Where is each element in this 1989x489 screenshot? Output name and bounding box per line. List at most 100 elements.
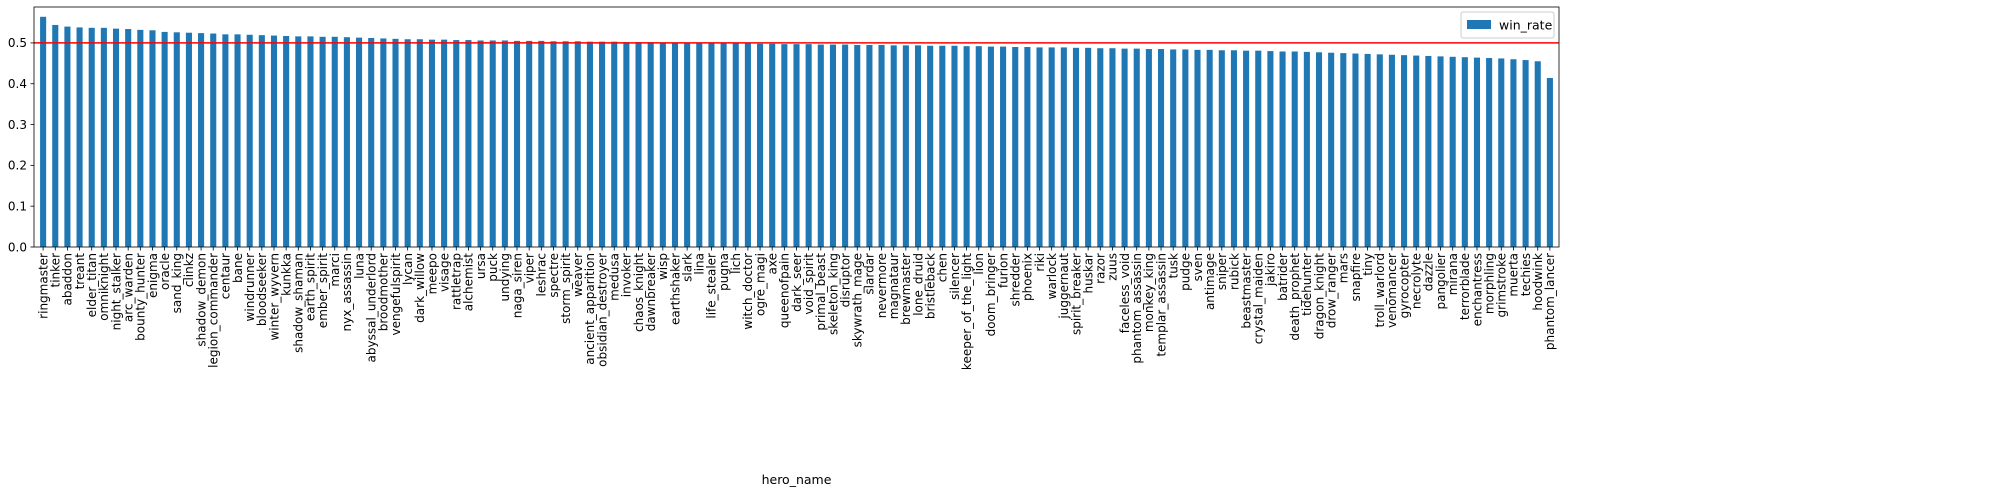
bar	[1230, 50, 1237, 247]
x-tick-label: templar_assassin	[1154, 253, 1168, 357]
bar	[1000, 46, 1007, 248]
x-tick-label: furion	[996, 253, 1010, 288]
x-tick-label: spectre	[547, 253, 561, 298]
bar	[526, 40, 533, 247]
bar	[647, 42, 654, 247]
x-tick-label: shadow_demon	[194, 253, 208, 347]
bar	[1461, 57, 1468, 248]
plot-frame	[33, 6, 1560, 248]
x-tick-label: drow_ranger	[1324, 253, 1338, 328]
bar	[1437, 56, 1444, 247]
x-tick-label: dark_willow	[413, 253, 427, 323]
x-tick-label: alchemist	[462, 253, 476, 312]
x-tick-label: faceless_void	[1118, 253, 1132, 333]
x-tick-label: skywrath_mage	[851, 253, 865, 347]
x-tick-label: ogre_magi	[753, 253, 767, 316]
x-tick-label: warlock	[1045, 253, 1059, 299]
y-tick-label: 0.1	[8, 199, 27, 213]
bar	[1364, 53, 1371, 247]
x-tick-label: pudge	[1179, 253, 1193, 291]
x-tick-label: enigma	[146, 253, 160, 298]
x-tick-label: vengefulspirit	[389, 253, 403, 336]
x-tick-label: disruptor	[838, 253, 852, 307]
bar	[88, 27, 95, 247]
x-tick-label: kunkka	[279, 253, 293, 296]
bar	[769, 43, 776, 248]
bar	[963, 46, 970, 248]
bar	[1182, 49, 1189, 248]
legend-label: win_rate	[1499, 18, 1553, 33]
x-tick-label: wisp	[656, 253, 670, 280]
bar	[1388, 54, 1395, 248]
x-tick-label: shadow_shaman	[292, 253, 306, 353]
bar-series	[40, 16, 1553, 248]
bar	[1473, 57, 1481, 247]
x-tick-label: winter_wyvern	[267, 253, 281, 341]
bar	[878, 44, 885, 248]
x-tick-label: snapfire	[1349, 253, 1363, 301]
bar	[319, 36, 326, 247]
bar	[708, 42, 715, 247]
x-tick-label: undying	[498, 253, 512, 302]
bar	[538, 40, 545, 247]
bar	[1158, 49, 1165, 247]
bar	[76, 27, 83, 247]
x-tick-label: witch_doctor	[741, 253, 755, 330]
bar	[246, 34, 253, 248]
x-tick-label: ursa	[474, 253, 488, 279]
bar	[1085, 47, 1092, 247]
x-tick-label: rubick	[1227, 253, 1241, 290]
bar	[1206, 49, 1213, 247]
x-tick-label: necrolyte	[1410, 253, 1424, 309]
x-tick-label: tiny	[1361, 253, 1375, 276]
x-tick-label: gyrocopter	[1397, 253, 1411, 318]
bar	[781, 44, 788, 247]
x-tick-label: slardar	[863, 253, 877, 295]
x-tick-label: hoodwink	[1531, 253, 1545, 311]
bar	[40, 16, 47, 247]
bar	[1048, 47, 1055, 247]
bar	[902, 45, 909, 248]
x-tick-label: pangolier	[1434, 253, 1448, 310]
x-tick-label: abyssal_underlord	[365, 253, 379, 362]
bar	[623, 42, 630, 247]
legend-box	[1460, 11, 1555, 39]
bar	[100, 27, 107, 247]
bar	[465, 40, 472, 248]
x-tick-label: storm_spirit	[559, 253, 573, 324]
x-tick-label: meepo	[425, 253, 439, 294]
bar	[1315, 52, 1323, 248]
x-tick-label: medusa	[608, 253, 622, 301]
x-tick-label: doom_bringer	[984, 253, 998, 336]
x-tick-label: chaos_knight	[632, 253, 646, 332]
bar	[1218, 50, 1225, 247]
y-tick-label: 0.2	[8, 159, 27, 173]
bar	[732, 43, 739, 247]
x-tick-label: morphling	[1482, 253, 1496, 314]
x-tick-label: viper	[522, 253, 536, 283]
bar	[1170, 49, 1177, 248]
bar	[137, 29, 144, 247]
bar	[927, 45, 934, 247]
x-tick-label: marci	[328, 253, 342, 287]
bar	[1413, 55, 1420, 247]
x-tick-label: death_prophet	[1288, 253, 1302, 341]
x-tick-label: razor	[1094, 253, 1108, 284]
x-tick-label: dark_seer	[790, 253, 804, 312]
x-tick-label: dragon_knight	[1312, 253, 1326, 340]
x-tick-label: muerta	[1507, 253, 1521, 297]
x-axis-label: hero_name	[762, 472, 832, 487]
x-tick-label: sven	[1191, 253, 1205, 281]
x-tick-label: magnataur	[887, 253, 901, 319]
bar	[185, 32, 192, 248]
bar	[1401, 55, 1408, 247]
x-tick-label: lina	[693, 253, 707, 275]
bar	[1121, 48, 1128, 247]
bar	[283, 35, 290, 248]
x-tick-label: oracle	[158, 253, 172, 290]
x-tick-label: puck	[486, 253, 500, 282]
x-tick-label: clinkz	[182, 253, 196, 287]
x-tick-label: axe	[766, 253, 780, 274]
bar	[343, 37, 350, 248]
x-tick-label: legion_commander	[207, 253, 221, 368]
